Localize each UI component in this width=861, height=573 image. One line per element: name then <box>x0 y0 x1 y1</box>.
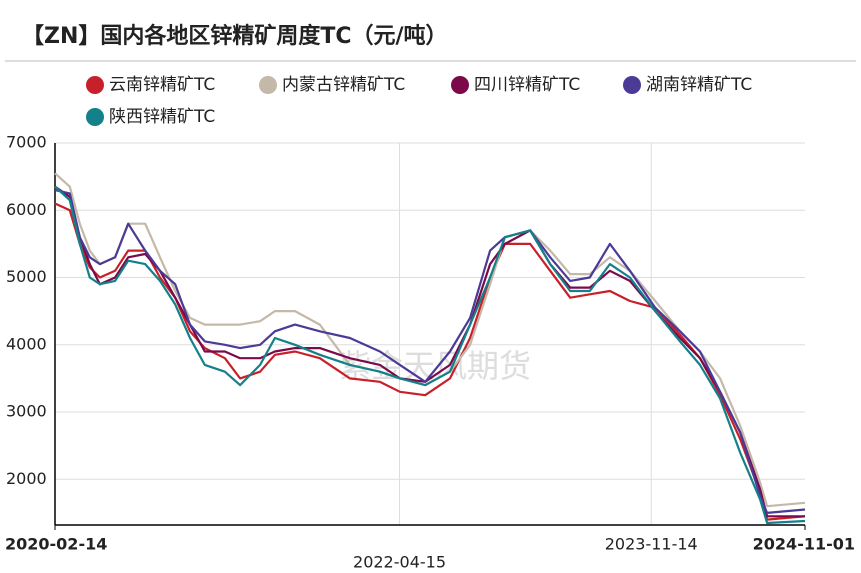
legend-swatch <box>623 76 641 94</box>
legend-item: 内蒙古锌精矿TC <box>259 75 405 95</box>
x-tick-label: 2020-02-14 <box>5 535 107 554</box>
x-tick-label: 2024-11-01 <box>753 535 855 554</box>
x-tick-label: 2022-04-15 <box>353 553 446 572</box>
y-tick-label: 6000 <box>6 200 47 219</box>
legend-item: 四川锌精矿TC <box>451 75 580 95</box>
x-tick-label: 2023-11-14 <box>605 535 698 554</box>
legend-item: 云南锌精矿TC <box>86 75 215 95</box>
legend-swatch <box>86 76 104 94</box>
y-tick-label: 7000 <box>6 133 47 152</box>
legend-swatch <box>451 76 469 94</box>
legend-label: 湖南锌精矿TC <box>646 75 752 95</box>
legend-label: 四川锌精矿TC <box>474 75 580 95</box>
legend-item: 陕西锌精矿TC <box>86 107 215 127</box>
y-tick-label: 4000 <box>6 334 47 353</box>
series-line <box>54 189 806 514</box>
y-tick-label: 3000 <box>6 402 47 421</box>
legend-item: 湖南锌精矿TC <box>623 75 752 95</box>
legend-swatch <box>86 108 104 126</box>
series-line <box>54 202 806 521</box>
series-line <box>54 172 806 508</box>
y-tick-label: 2000 <box>6 469 47 488</box>
series-line <box>54 185 806 525</box>
chart-title: 【ZN】国内各地区锌精矿周度TC（元/吨） <box>22 23 448 49</box>
y-tick-label: 5000 <box>6 267 47 286</box>
legend-swatch <box>259 76 277 94</box>
legend-label: 云南锌精矿TC <box>109 75 215 95</box>
legend-label: 内蒙古锌精矿TC <box>282 75 405 95</box>
legend-label: 陕西锌精矿TC <box>109 107 215 127</box>
